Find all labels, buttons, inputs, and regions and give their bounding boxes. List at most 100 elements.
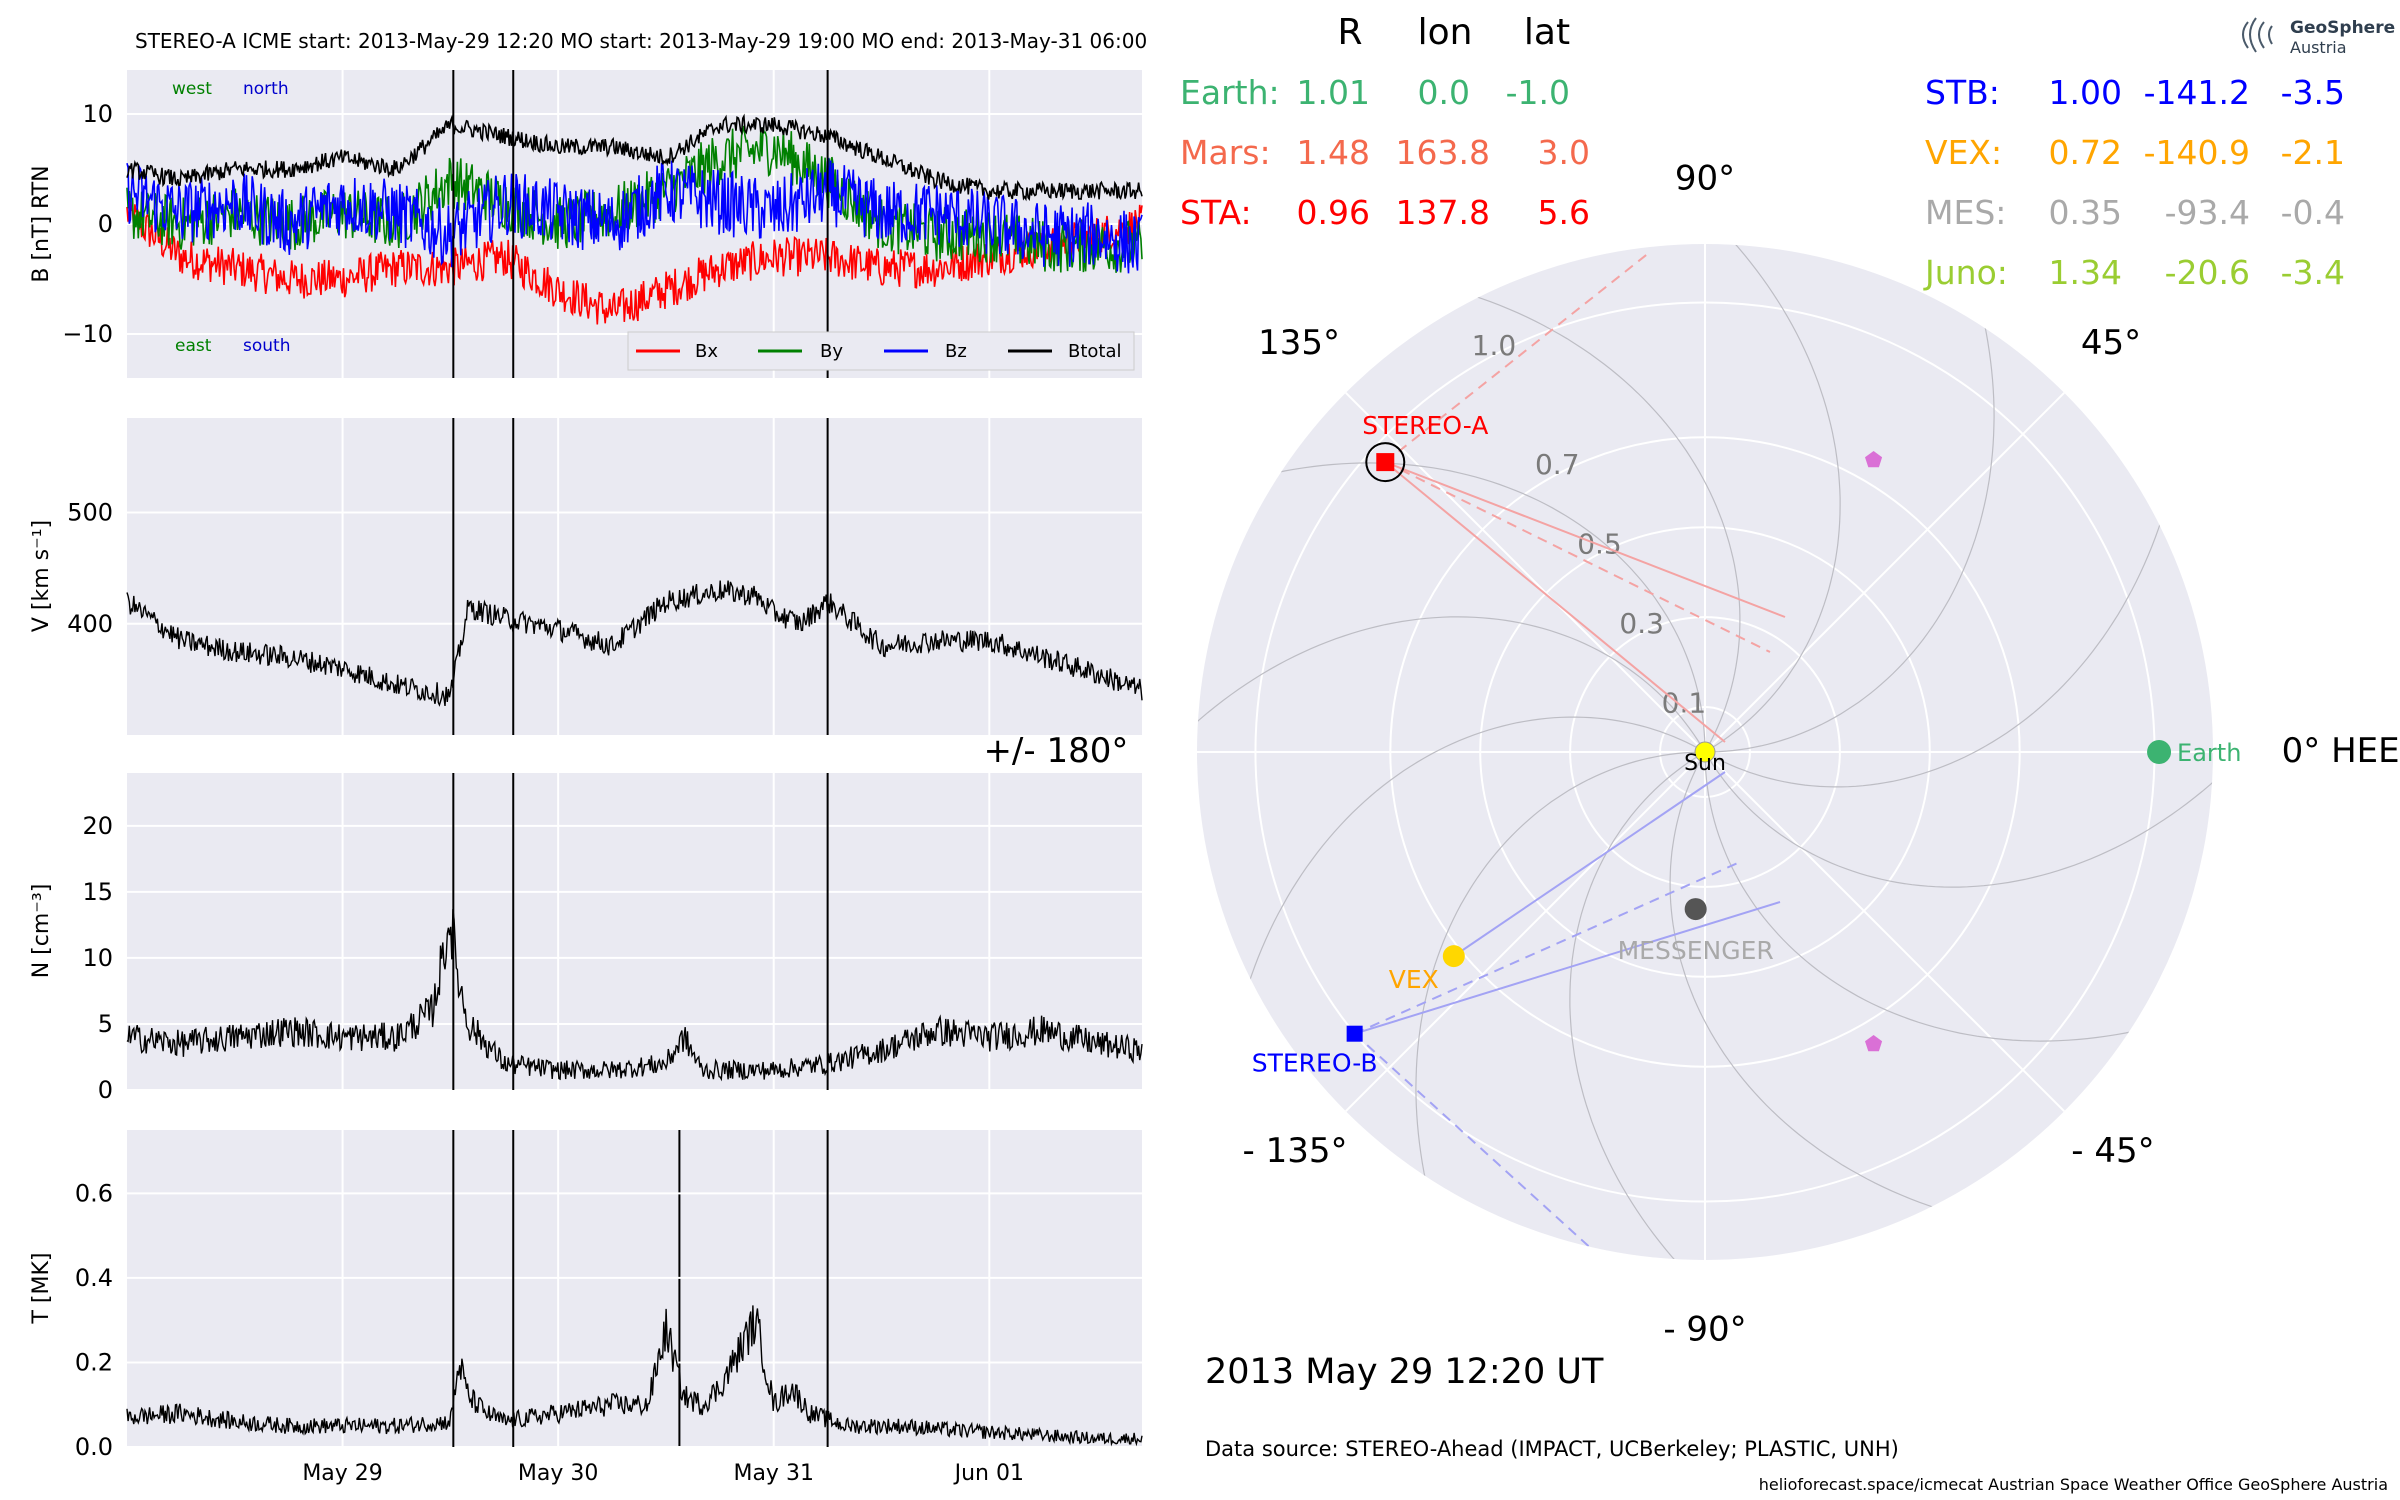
- label-south: south: [243, 336, 290, 356]
- parker-spirals: [1197, 244, 2213, 1260]
- direction-line: [1354, 901, 1781, 1035]
- angle-label: - 135°: [1243, 1131, 1348, 1171]
- radial-tick-label: 1.0: [1472, 329, 1517, 362]
- label-north: north: [243, 79, 289, 99]
- marker-juno: [1865, 451, 1883, 468]
- label-messenger: MESSENGER: [1618, 936, 1774, 965]
- y-tick-label: 5: [98, 1010, 113, 1038]
- row-mars-lon: 163.8: [1396, 133, 1490, 172]
- x-tick-label: May 29: [302, 1461, 382, 1486]
- marker-messenger: [1684, 898, 1707, 921]
- row-sta-lat: 5.6: [1538, 193, 1590, 232]
- row-sta: STA: 0.96 137.8 5.6: [1180, 193, 1590, 232]
- timeseries-panels: [127, 70, 1142, 1447]
- series-line-p3: [126, 1305, 1143, 1447]
- x-tick-label: May 31: [733, 1461, 813, 1486]
- parker-spiral: [1704, 727, 2213, 888]
- data-source: Data source: STEREO-Ahead (IMPACT, UCBer…: [1205, 1437, 1899, 1461]
- parker-spiral: [1197, 616, 1706, 777]
- row-stb-lon: -141.2: [2144, 73, 2250, 112]
- timeseries-content: 10 0 −10 500 400 20 15 10 5 0 0.6 0.4 0.2 0.0 May 29 Ma…: [62, 70, 1143, 1486]
- row-juno-lat: -3.4: [2281, 253, 2345, 292]
- parker-spiral: [1569, 751, 1730, 1260]
- label-earth: Earth: [2177, 739, 2241, 767]
- parker-spiral: [1230, 716, 1706, 1055]
- legend-label-bx: Bx: [695, 341, 718, 362]
- parker-spiral: [1415, 751, 1706, 1251]
- ylabel-speed: V [km s⁻¹]: [29, 520, 54, 632]
- marker-juno: [1865, 1035, 1883, 1052]
- y-tick-label: 0.2: [75, 1348, 113, 1376]
- direction-line: [1453, 771, 1726, 957]
- row-mars-name: Mars:: [1180, 133, 1271, 172]
- angle-label: 45°: [2081, 323, 2141, 363]
- legend-label-bz: Bz: [945, 341, 967, 362]
- parker-spiral: [1402, 277, 1741, 753]
- y-tick-label: 500: [67, 499, 113, 527]
- marker-earth: [2147, 740, 2172, 764]
- ylabel-b-field: B [nT] RTN: [29, 165, 54, 282]
- marker-ring-stereo-a: [1365, 442, 1406, 483]
- y-tick-label: 0: [98, 1076, 113, 1104]
- parker-spiral: [1680, 244, 1841, 753]
- row-juno: Juno: 1.34 -20.6 -3.4: [1923, 253, 2345, 292]
- ylabel-temperature: T [MK]: [29, 1252, 54, 1324]
- row-sta-r: 0.96: [1297, 193, 1370, 232]
- row-earth: Earth: 1.01 0.0 -1.0: [1180, 73, 1570, 112]
- row-sta-lon: 137.8: [1396, 193, 1490, 232]
- series-line-btotal: [126, 113, 1143, 202]
- polar-grid-spoke: [1704, 751, 2065, 1112]
- row-earth-r: 1.01: [1297, 73, 1370, 112]
- legend: Bx By Bz Btotal: [627, 331, 1135, 371]
- y-tick-label: 10: [82, 100, 113, 128]
- angle-label: 135°: [1258, 323, 1340, 363]
- marker-sun: [1694, 741, 1716, 763]
- angle-label: 0° HEEQ: [2282, 731, 2400, 771]
- row-juno-r: 1.34: [2049, 253, 2122, 292]
- radial-tick-label: 0.7: [1535, 448, 1580, 481]
- y-tick-label: 0: [98, 210, 113, 238]
- label-stereo-a: STEREO-A: [1362, 411, 1488, 440]
- parker-spiral: [1704, 449, 2180, 788]
- parker-spiral: [1669, 751, 2008, 1227]
- series-line-p2: [126, 909, 1143, 1082]
- row-vex: VEX: 0.72 -140.9 -2.1: [1925, 133, 2345, 172]
- row-earth-lat: -1.0: [1506, 73, 1570, 112]
- marker-stereo-a: [1376, 453, 1395, 472]
- row-mars-lat: 3.0: [1538, 133, 1590, 172]
- logo-text-2: Austria: [2290, 38, 2347, 57]
- row-stb-name: STB:: [1925, 73, 2000, 112]
- angle-label: +/- 180°: [983, 731, 1128, 771]
- y-tick-label: 0.6: [75, 1179, 113, 1207]
- y-tick-label: 0.4: [75, 1264, 113, 1292]
- table-left-column: Earth: 1.01 0.0 -1.0 Mars: 1.48 163.8 3.…: [1180, 73, 1590, 232]
- direction-line: [1354, 861, 1741, 1035]
- row-vex-lon: -140.9: [2144, 133, 2250, 172]
- row-mes-lon: -93.4: [2165, 193, 2250, 232]
- parker-spiral: [1206, 462, 1706, 753]
- logo-icon: [2242, 17, 2273, 53]
- row-juno-name: Juno:: [1923, 253, 2008, 292]
- series-line-p1: [126, 580, 1143, 707]
- x-tick-label: May 30: [518, 1461, 598, 1486]
- row-mes-name: MES:: [1925, 193, 2006, 232]
- parker-spiral: [1704, 751, 2204, 1042]
- label-west: west: [172, 79, 212, 99]
- label-vex: VEX: [1389, 965, 1439, 994]
- row-stb-r: 1.00: [2049, 73, 2122, 112]
- row-stb-lat: -3.5: [2281, 73, 2345, 112]
- logo-text-1: GeoSphere: [2290, 18, 2395, 38]
- label-east: east: [175, 336, 212, 356]
- y-tick-label: 15: [82, 878, 113, 906]
- ylabel-density: N [cm⁻³]: [29, 884, 54, 979]
- label-stereo-b: STEREO-B: [1252, 1049, 1378, 1078]
- row-vex-lat: -2.1: [2281, 133, 2345, 172]
- row-earth-name: Earth:: [1180, 73, 1280, 112]
- direction-line: [1384, 461, 1771, 653]
- row-juno-lon: -20.6: [2165, 253, 2250, 292]
- row-vex-name: VEX:: [1925, 133, 2002, 172]
- angle-label: 90°: [1675, 158, 1735, 198]
- row-vex-r: 0.72: [2049, 133, 2122, 172]
- positions-table: R lon lat Earth: 1.01 0.0 -1.0 Mars: 1.4…: [1180, 12, 2345, 292]
